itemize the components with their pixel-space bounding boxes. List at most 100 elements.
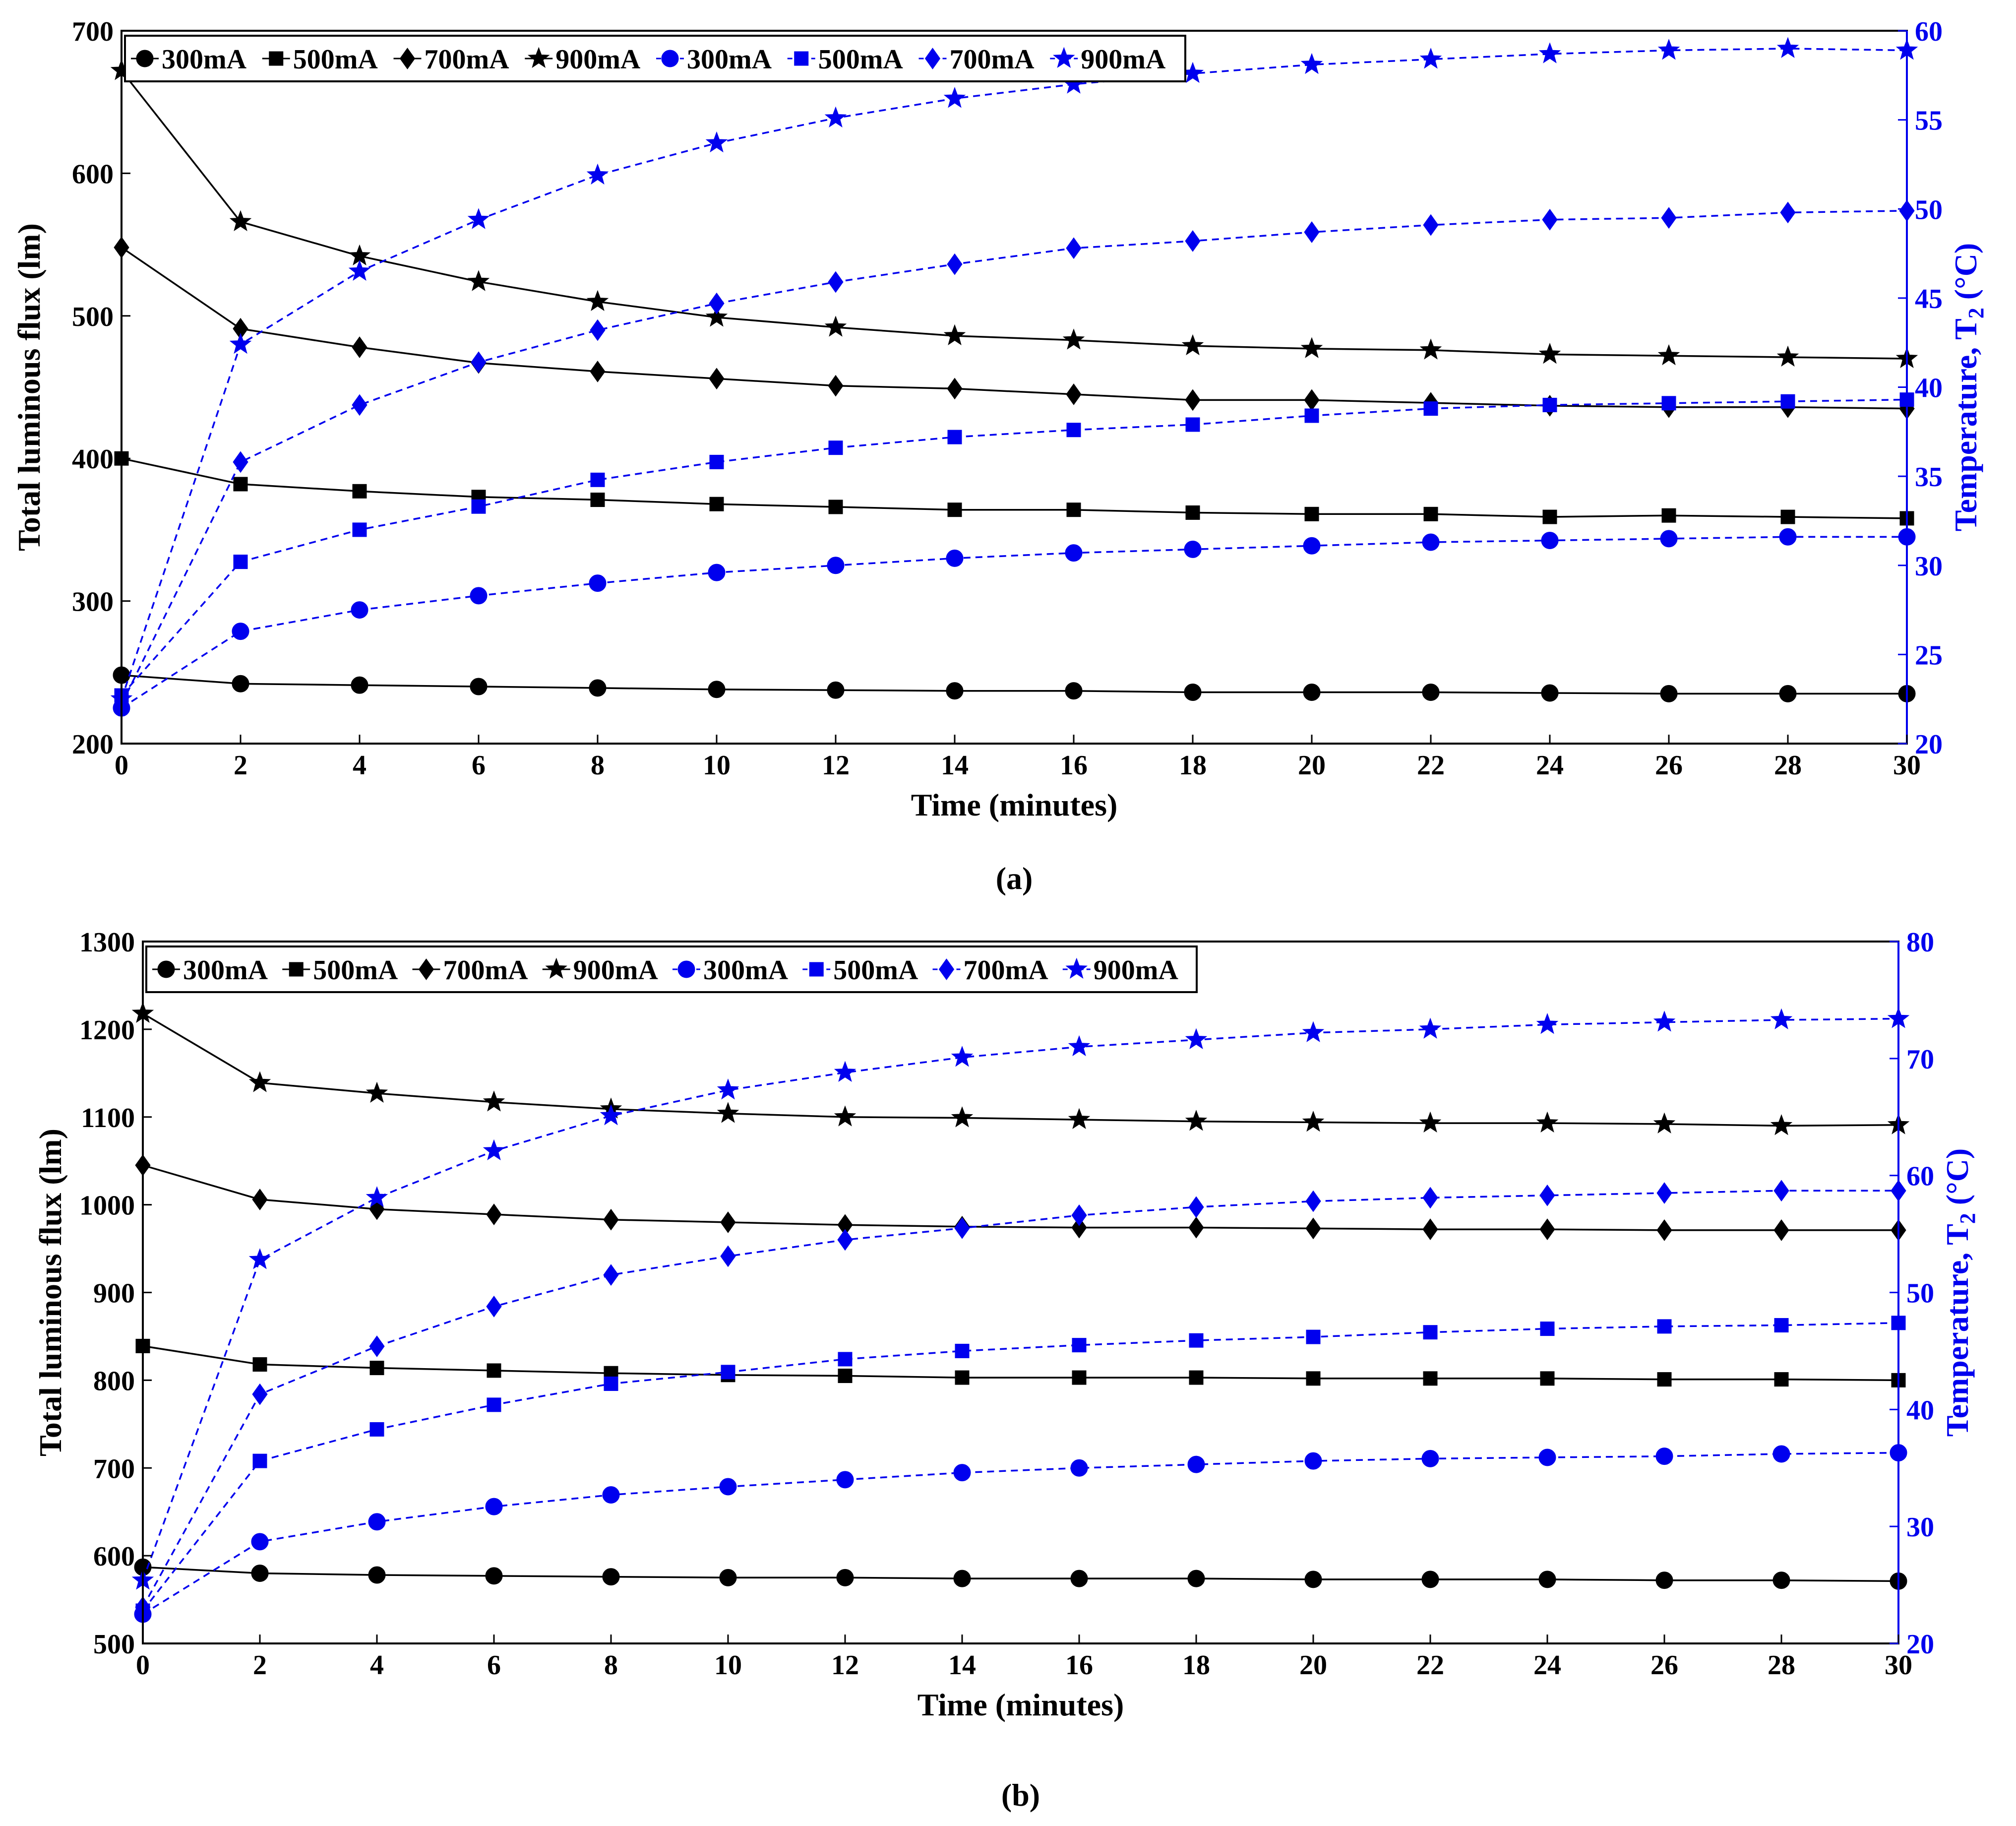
- y-tick-label: 400: [72, 444, 114, 475]
- panel-caption: (a): [996, 861, 1033, 896]
- data-point-500mA-temperature: [1423, 1325, 1438, 1340]
- data-point-900mA-temperature: [1300, 53, 1323, 74]
- data-point-700mA-temperature: [1304, 221, 1320, 243]
- data-point-900mA-flux: [467, 270, 490, 291]
- data-point-900mA-flux: [1300, 337, 1323, 358]
- data-point-500mA-temperature: [590, 472, 605, 487]
- data-point-900mA-temperature: [1068, 1035, 1091, 1057]
- x-tick-label: 20: [1299, 1650, 1327, 1681]
- legend-label: 900mA: [555, 44, 641, 75]
- data-point-300mA-flux: [1772, 1572, 1790, 1589]
- data-point-500mA-flux: [1072, 1370, 1087, 1385]
- data-point-700mA-temperature: [1066, 237, 1082, 259]
- data-point-900mA-flux: [824, 315, 847, 337]
- y2-tick-label: 40: [1906, 1395, 1934, 1426]
- data-point-700mA-temperature: [1773, 1180, 1789, 1202]
- y-tick-label: 500: [72, 302, 114, 332]
- legend-label: 700mA: [425, 44, 510, 75]
- data-point-500mA-flux: [1423, 506, 1438, 521]
- x-tick-label: 16: [1060, 750, 1088, 781]
- data-point-500mA-temperature: [838, 1352, 853, 1367]
- data-point-300mA-temperature: [1070, 1459, 1088, 1477]
- data-point-700mA-flux: [352, 336, 367, 358]
- data-point-700mA-flux: [486, 1203, 502, 1225]
- legend-marker: [527, 47, 550, 68]
- data-point-300mA-flux: [1422, 684, 1440, 701]
- y2-axis-title: Temperature, T2 (°C): [1948, 243, 1988, 531]
- data-point-500mA-temperature: [709, 454, 724, 469]
- data-point-300mA-temperature: [602, 1486, 620, 1504]
- data-point-900mA-temperature: [1657, 39, 1680, 60]
- data-point-300mA-temperature: [1538, 1448, 1556, 1466]
- data-point-900mA-flux: [1657, 344, 1680, 366]
- data-point-500mA-flux: [1304, 506, 1319, 521]
- data-point-900mA-temperature: [834, 1061, 856, 1082]
- data-point-300mA-flux: [470, 678, 488, 695]
- data-point-700mA-temperature: [1188, 1196, 1204, 1218]
- y-tick-label: 700: [72, 16, 114, 47]
- data-point-500mA-flux: [709, 497, 724, 511]
- x-tick-label: 22: [1417, 750, 1445, 781]
- data-point-500mA-temperature: [1072, 1338, 1087, 1353]
- x-tick-label: 8: [604, 1650, 618, 1681]
- data-point-300mA-temperature: [708, 564, 726, 581]
- x-tick-label: 0: [115, 750, 128, 781]
- y-tick-label: 700: [93, 1453, 135, 1484]
- legend-label: 500mA: [833, 955, 918, 986]
- y-tick-label: 1200: [79, 1015, 135, 1046]
- data-point-900mA-flux: [1536, 1111, 1559, 1133]
- data-point-500mA-flux: [369, 1361, 384, 1376]
- y2-axis-title: Temperature, T2 (°C): [1940, 1148, 1980, 1437]
- data-point-700mA-flux: [1773, 1219, 1789, 1241]
- data-point-900mA-temperature: [943, 87, 966, 108]
- chart-panel-a: 0 2 4 6 8 10 12 14 16 18 20 22 24 26 28 30 200300400500…: [11, 16, 1988, 896]
- data-point-900mA-temperature: [1419, 48, 1442, 69]
- data-point-700mA-temperature: [603, 1264, 619, 1286]
- data-point-500mA-flux: [1542, 509, 1557, 524]
- legend-marker: [1052, 47, 1075, 68]
- data-point-700mA-flux: [1185, 389, 1201, 411]
- data-point-700mA-temperature: [837, 1229, 853, 1251]
- legend-marker: [289, 962, 304, 977]
- data-point-500mA-temperature: [1774, 1318, 1789, 1333]
- data-point-900mA-flux: [1776, 345, 1799, 367]
- x-tick-label: 24: [1536, 750, 1564, 781]
- data-point-700mA-temperature: [1539, 1184, 1555, 1206]
- data-point-900mA-temperature: [1776, 37, 1799, 58]
- data-point-900mA-temperature: [229, 332, 252, 354]
- y2-tick-label: 30: [1906, 1512, 1934, 1543]
- data-point-500mA-temperature: [1189, 1333, 1204, 1348]
- data-point-900mA-temperature: [586, 163, 609, 185]
- legend-label: 300mA: [183, 955, 268, 986]
- series-line-700mA-temperature: [142, 1190, 1898, 1608]
- series-line-500mA-temperature: [121, 398, 1907, 696]
- data-point-500mA-flux: [1066, 503, 1081, 517]
- data-point-300mA-temperature: [1184, 540, 1202, 558]
- data-point-500mA-flux: [252, 1357, 267, 1372]
- data-point-700mA-temperature: [1780, 201, 1796, 224]
- y2-axis-title-unit: (°C): [1940, 1148, 1975, 1213]
- data-point-900mA-flux: [1068, 1108, 1091, 1130]
- legend-box: [145, 945, 1198, 993]
- series-line-500mA-flux: [142, 1345, 1899, 1382]
- data-point-500mA-temperature: [1306, 1329, 1321, 1344]
- data-point-300mA-flux: [368, 1566, 386, 1584]
- data-point-300mA-temperature: [1304, 1452, 1322, 1470]
- data-point-500mA-temperature: [471, 499, 486, 514]
- y-tick-label: 1000: [79, 1191, 135, 1221]
- x-tick-label: 26: [1650, 1650, 1678, 1681]
- legend-marker: [399, 48, 416, 69]
- data-point-300mA-flux: [602, 1568, 620, 1586]
- y2-tick-label: 20: [1906, 1629, 1934, 1660]
- y2-tick-label: 20: [1915, 729, 1943, 760]
- data-point-700mA-flux: [1066, 383, 1082, 405]
- y2-tick-label: 50: [1915, 194, 1943, 225]
- data-point-900mA-flux: [1181, 334, 1204, 356]
- data-point-900mA-temperature: [824, 106, 847, 127]
- legend-box: [124, 35, 1186, 82]
- x-tick-label: 10: [703, 750, 731, 781]
- data-point-700mA-flux: [828, 375, 844, 397]
- data-point-900mA-temperature: [1538, 42, 1561, 63]
